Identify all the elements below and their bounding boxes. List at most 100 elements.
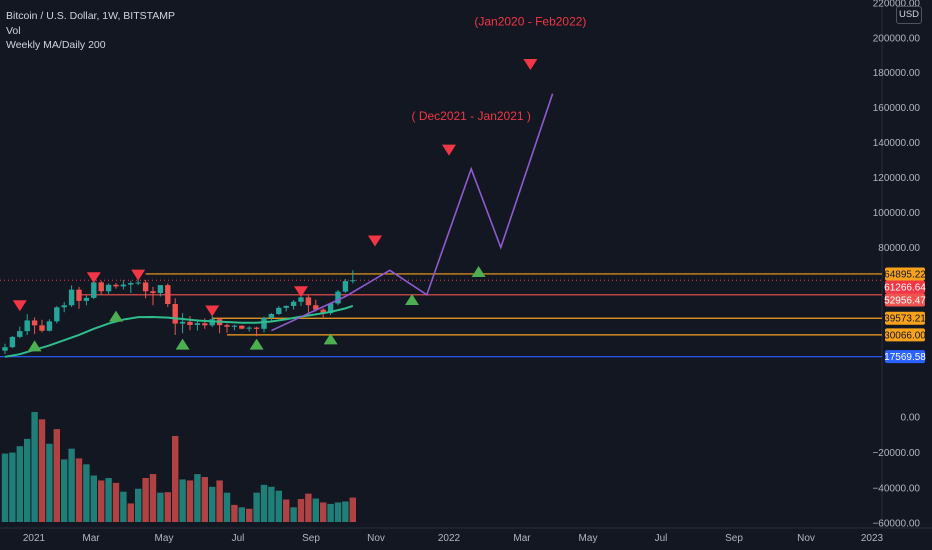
price-label-text: 61266.64 (884, 282, 926, 293)
volume-indicator-label[interactable]: Vol (6, 24, 21, 37)
sell-marker (86, 272, 101, 284)
candle (342, 279, 349, 293)
price-label-bg (885, 328, 925, 342)
ma-indicator-label[interactable]: Weekly MA/Daily 200 (6, 39, 106, 51)
y-axis-tick-label: −40000.00 (872, 483, 920, 494)
candle (17, 326, 23, 339)
projection-path (271, 93, 554, 332)
x-axis-tick-label: 2023 (861, 533, 884, 544)
y-axis-tick-label: 0.00 (901, 413, 921, 424)
price-label: 52956.47 (884, 293, 926, 307)
candle-body (142, 282, 149, 292)
buy-marker (109, 310, 123, 322)
buy-marker (323, 333, 338, 345)
annotation-text: ( Dec2021 - Jan2021 ) (411, 109, 530, 123)
x-axis-tick-label: Nov (367, 533, 385, 544)
candle (350, 270, 356, 284)
x-axis-tick-label: Jul (655, 533, 668, 544)
volume-bar (275, 490, 282, 522)
volume-bar (75, 458, 83, 522)
volume-bar (112, 482, 120, 522)
candle-body (39, 325, 45, 331)
candle-body (320, 309, 326, 314)
candle (98, 280, 104, 295)
candle (172, 298, 178, 335)
volume-bar (305, 493, 312, 522)
price-label-bg (885, 293, 925, 307)
candle (150, 286, 156, 306)
volume-bar (223, 492, 231, 522)
volume-bar (238, 507, 245, 522)
volume-bar (9, 452, 16, 522)
volume-bar (68, 448, 75, 522)
volume-bar (186, 480, 194, 522)
price-label-bg (885, 311, 925, 325)
volume-bar (320, 502, 327, 522)
volume-bar (98, 480, 105, 522)
buy-marker (27, 340, 42, 352)
candle (54, 306, 60, 324)
candle-body (68, 289, 75, 306)
candle (239, 325, 245, 330)
candle (224, 323, 230, 333)
candle-body (98, 282, 104, 292)
sell-marker (12, 300, 27, 312)
y-axis-tick-label: 120000.00 (873, 173, 921, 184)
candle (216, 317, 223, 334)
candle-body (231, 325, 238, 327)
volume-bar (231, 504, 238, 522)
candle (261, 316, 267, 333)
candle-body (172, 304, 178, 324)
volume-bar (312, 498, 319, 522)
candle-body (290, 301, 297, 306)
price-label-bg (885, 267, 925, 281)
volume-bar (149, 474, 157, 522)
y-axis-tick-label: 100000.00 (873, 208, 921, 219)
price-label-bg (885, 350, 925, 364)
volume-bar (1, 453, 9, 522)
y-axis-tick-label: 180000.00 (873, 68, 921, 79)
candle (2, 343, 8, 355)
symbol-title[interactable]: Bitcoin / U.S. Dollar, 1W, BITSTAMP (6, 10, 176, 22)
candle-body (46, 321, 53, 331)
y-axis-tick-label: −60000.00 (872, 519, 920, 530)
candle-body (342, 281, 349, 292)
volume-bar (164, 492, 171, 522)
candle-body (54, 307, 60, 322)
sell-marker (368, 235, 382, 247)
candle-body (276, 307, 282, 314)
candle-body (31, 320, 38, 326)
x-axis-tick-label: Jul (232, 533, 245, 544)
candle (120, 280, 127, 290)
volume-bar (209, 486, 216, 522)
currency-button[interactable]: USD (896, 6, 922, 24)
candle-body (313, 305, 319, 310)
candle-body (83, 297, 90, 301)
candle (105, 283, 112, 294)
x-axis-tick-label: Mar (82, 533, 100, 544)
volume-bar (31, 411, 38, 522)
candle (157, 285, 164, 297)
candle (187, 316, 193, 331)
sell-marker (294, 286, 308, 298)
candle-body (261, 317, 267, 329)
candle (39, 319, 45, 333)
candle (24, 314, 30, 335)
candle-body (91, 282, 97, 298)
sell-marker (442, 144, 456, 156)
volume-bar (194, 474, 201, 522)
price-label: 30066.00 (884, 328, 926, 342)
candle (335, 290, 341, 306)
x-axis-tick-label: Mar (513, 533, 531, 544)
volume-bar (201, 477, 208, 522)
candle (113, 283, 119, 289)
candle (128, 280, 134, 293)
candle-body (165, 285, 171, 305)
y-axis-tick-label: 220000.00 (873, 0, 921, 9)
volume-bar (283, 499, 290, 522)
volume-bar (268, 486, 275, 522)
candle-body (246, 327, 252, 329)
candle-body (202, 323, 208, 326)
volume-bar (349, 497, 356, 522)
